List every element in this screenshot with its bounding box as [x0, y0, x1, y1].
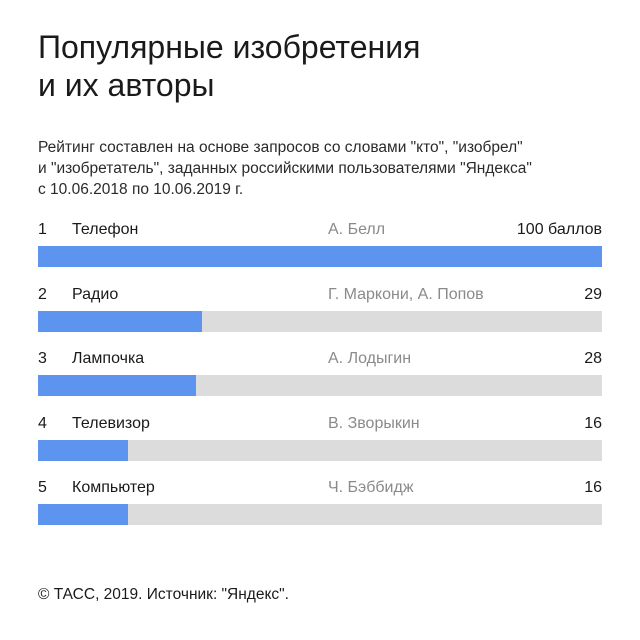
source-footer: © ТАСС, 2019. Источник: "Яндекс". [38, 586, 289, 603]
bar-label: Компьютер [72, 479, 155, 496]
bar-row: 4 Телевизор В. Зворыкин 16 [38, 412, 602, 477]
bar [38, 439, 128, 461]
bar-author: Г. Маркони, А. Попов [328, 285, 484, 303]
bar-track [38, 310, 602, 332]
bar-author: В. Зворыкин [328, 414, 420, 432]
chart-title-line: Популярные изобретения [38, 29, 421, 65]
bar-row-header: 3 Лампочка А. Лодыгин 28 [38, 347, 602, 375]
bar-row-header: 4 Телевизор В. Зворыкин 16 [38, 412, 602, 440]
bar-rank: 4 [38, 414, 47, 432]
bar-track [38, 246, 602, 267]
chart-subtitle-line: с 10.06.2018 по 10.06.2019 г. [38, 181, 244, 198]
chart-title: Популярные изобретения и их авторы [38, 28, 598, 104]
chart-subtitle: Рейтинг составлен на основе запросов со … [38, 137, 608, 200]
bar-row: 5 Компьютер Ч. Бэббидж 16 [38, 476, 602, 541]
bar [38, 246, 602, 267]
bar-value-label: 16 [584, 479, 602, 496]
bar-rank: 5 [38, 479, 47, 496]
bar-row: 3 Лампочка А. Лодыгин 28 [38, 347, 602, 412]
bar-row-header: 1 Телефон А. Белл 100 баллов [38, 218, 602, 246]
bar [38, 375, 196, 396]
chart-title-line: и их авторы [38, 67, 215, 103]
bar-author: А. Лодыгин [328, 350, 412, 367]
bar [38, 310, 202, 332]
chart-subtitle-line: и "изобретатель", заданных российскими п… [38, 160, 532, 177]
bar-row: 1 Телефон А. Белл 100 баллов [38, 218, 602, 283]
bar-rank: 2 [38, 285, 47, 303]
bar-track [38, 504, 602, 525]
bar-row-header: 2 Радио Г. Маркони, А. Попов 29 [38, 283, 602, 311]
bar-label: Телефон [72, 221, 139, 238]
bar-label: Лампочка [72, 350, 145, 367]
chart-subtitle-line: Рейтинг составлен на основе запросов со … [38, 139, 523, 156]
bar-rank: 3 [38, 350, 47, 367]
bar-chart: 1 Телефон А. Белл 100 баллов 2 Радио Г. … [38, 218, 602, 541]
bar-label: Телевизор [72, 414, 150, 432]
bar-track [38, 439, 602, 461]
bar-row-header: 5 Компьютер Ч. Бэббидж 16 [38, 476, 602, 504]
bar [38, 504, 128, 525]
bar-value-label: 16 [584, 414, 602, 432]
bar-value-label: 29 [584, 285, 602, 303]
bar-value-label: 100 баллов [516, 221, 602, 238]
bar-label: Радио [72, 285, 119, 303]
bar-track [38, 375, 602, 396]
bar-value-label: 28 [584, 350, 602, 367]
bar-rank: 1 [38, 221, 47, 238]
bar-row: 2 Радио Г. Маркони, А. Попов 29 [38, 283, 602, 348]
bar-author: А. Белл [328, 221, 386, 238]
bar-author: Ч. Бэббидж [328, 479, 414, 496]
